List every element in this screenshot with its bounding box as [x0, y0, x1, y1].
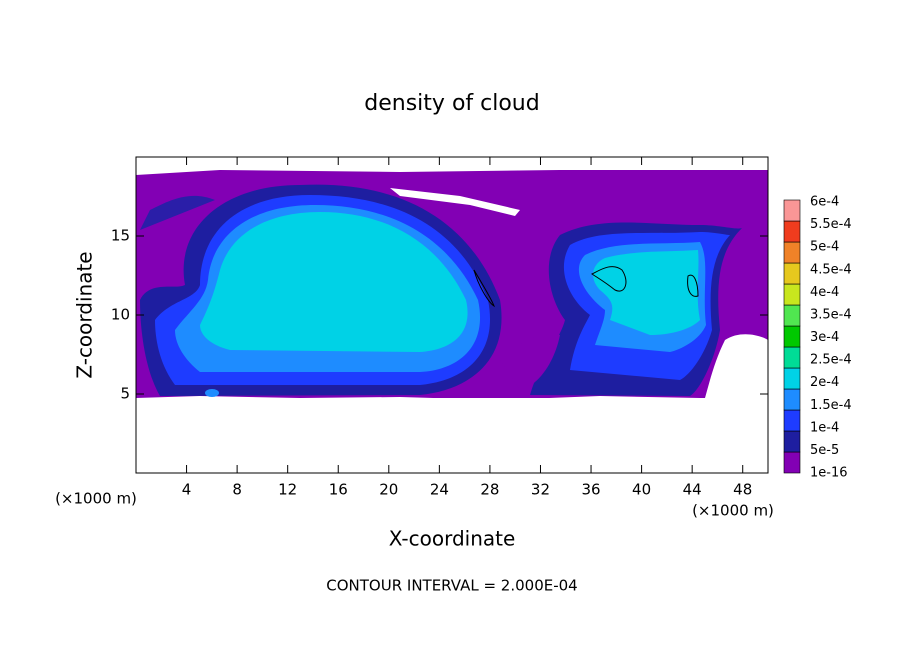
x-tick-label: 48 — [733, 481, 752, 499]
x-tick-label: 40 — [632, 481, 651, 499]
x-axis-label: X-coordinate — [389, 527, 516, 551]
contour-line — [687, 274, 699, 297]
colorbar-label: 3e-4 — [810, 330, 839, 345]
x-tick-label: 12 — [278, 481, 297, 499]
x-tick-label: 8 — [232, 481, 242, 499]
field-darkblue — [140, 195, 215, 230]
colorbar-label: 4e-4 — [810, 285, 839, 300]
y-tick-label: 15 — [111, 227, 130, 245]
colorbar-label: 6e-4 — [810, 195, 839, 210]
x-tick-label: 16 — [329, 481, 348, 499]
field-empty — [136, 398, 768, 473]
contour-line — [473, 269, 495, 308]
contour-line — [591, 266, 627, 292]
colorbar-box — [783, 451, 801, 474]
field-midblue — [205, 389, 219, 397]
colorbar-box — [783, 283, 801, 306]
colorbar-box — [783, 409, 801, 432]
colorbar-box — [783, 241, 801, 264]
colorbar-box — [783, 367, 801, 390]
x-tick-label: 36 — [581, 481, 600, 499]
colorbar-label: 5.5e-4 — [810, 217, 852, 232]
colorbar-label: 1e-4 — [810, 420, 839, 435]
colorbar-box — [783, 199, 801, 222]
colorbar-box — [783, 220, 801, 243]
colorbar-label: 5e-5 — [810, 443, 839, 458]
x-tick-label: 44 — [683, 481, 702, 499]
x-tick-label: 24 — [430, 481, 449, 499]
colorbar-box — [783, 430, 801, 453]
field-purple — [500, 333, 560, 390]
colorbar-box — [783, 325, 801, 348]
colorbar-label: 1.5e-4 — [810, 398, 852, 413]
annotation: CONTOUR INTERVAL = 2.000E-04 — [326, 577, 577, 595]
colorbar-label: 3.5e-4 — [810, 307, 852, 322]
x-tick-label: 4 — [182, 481, 192, 499]
colorbar-box — [783, 304, 801, 327]
field-gap — [390, 188, 520, 216]
x-tick-label: 32 — [531, 481, 550, 499]
colorbar-label: 2.5e-4 — [810, 353, 852, 368]
colorbar-label: 5e-4 — [810, 240, 839, 255]
x-tick-label: 28 — [480, 481, 499, 499]
field-cyan — [593, 250, 700, 335]
colorbar-box — [783, 388, 801, 411]
y-tick-label: 10 — [111, 306, 130, 324]
contour-field — [136, 170, 768, 473]
chart-title: density of cloud — [364, 91, 539, 116]
y-tick-label: 5 — [120, 385, 130, 403]
x-tick-label: 20 — [379, 481, 398, 499]
colorbar-label: 4.5e-4 — [810, 262, 852, 277]
field-gap — [705, 334, 768, 398]
colorbar-label: 2e-4 — [810, 375, 839, 390]
field-cyan — [200, 212, 468, 352]
colorbar-box — [783, 262, 801, 285]
y-axis-label: Z-coordinate — [73, 251, 97, 378]
colorbar-label: 1e-16 — [810, 466, 848, 481]
x-unit-label: (×1000 m) — [692, 502, 774, 520]
colorbar-box — [783, 346, 801, 369]
x-unit-label: (×1000 m) — [55, 490, 137, 508]
